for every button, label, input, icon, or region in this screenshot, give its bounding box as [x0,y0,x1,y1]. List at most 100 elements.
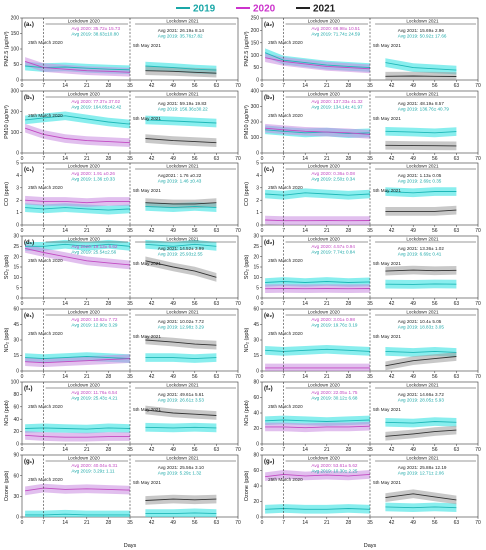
x-tick-label: 28 [106,520,112,526]
x-tick-label: 42 [389,156,395,162]
annotation-date-2020: 25th March 2020 [28,404,63,409]
y-tick-label: 3 [16,185,19,191]
series-line-2019b [385,350,457,353]
y-tick-label: 25 [13,244,19,250]
series-line-2021 [145,260,217,278]
series-line-2019b [385,191,457,194]
x-tick-label: 56 [432,301,438,307]
x-tick-label: 21 [324,228,330,234]
x-tick-label: 14 [302,374,308,380]
annotation-date-2020: 25th March 2020 [28,258,63,263]
annotation-avg-2019-second: Avg 2019: 136.76± 40.79 [398,107,450,112]
annotation-avg-2020: Avg 2020: 3.01± 0.98 [311,317,355,322]
annotation-date-2020: 25th March 2020 [268,404,303,409]
annotation-avg-2020: Avg 2020: 10.62± 7.72 [71,317,118,322]
y-axis-label: NO₂ (ppb) [4,327,10,352]
series-line-2021 [145,409,217,416]
series-line-2020 [265,219,371,222]
x-tick-label: 63 [214,83,220,89]
band-2019b [385,58,457,75]
lockdown-2021-label: Lockdown 2021 [166,310,199,315]
annotation-avg-2021: Avg 2021: 10.4± 5.05 [398,319,442,324]
annotation-avg-2020: Avg 2020: 22.05± 1.75 [311,390,358,395]
annotation-date-2021: 5th May 2021 [133,407,161,412]
y-tick-label: 0 [256,223,259,229]
x-tick-label: 63 [214,374,220,380]
series-line-2019 [25,243,131,247]
annotation-date-2021: 5th May 2021 [373,116,401,121]
x-tick-label: 14 [302,228,308,234]
x-tick-label: 7 [282,228,285,234]
panel-g2: Lockdown 2020 Lockdown 2021 Avg 2020: 53.6… [244,453,481,526]
y-tick-label: 80 [253,453,259,459]
x-tick-label: 35 [367,228,373,234]
annotation-avg-2021: Avg 2021: 13.36± 1.02 [398,246,445,251]
annotation-date-2021: 5th May 2021 [133,480,161,485]
y-axis-label: PM2.5 (μg/m³) [4,31,10,66]
y-tick-label: 3 [256,185,259,191]
band-2019 [25,509,131,517]
y-tick-label: 0 [256,78,259,84]
x-tick-label: 70 [475,301,481,307]
x-tick-label: 21 [324,156,330,162]
x-tick-label: 14 [62,301,68,307]
x-tick-label: 28 [106,447,112,453]
annotation-date-2020: 25th March 2020 [28,331,63,336]
series-line-2020 [265,57,371,70]
band-2020 [25,57,131,77]
y-tick-label: 4 [256,173,259,179]
x-tick-label: 42 [389,228,395,234]
y-tick-label: 150 [251,40,260,46]
annotation-avg-2019: Avg 2019: 30.12± 6.68 [311,396,358,401]
lockdown-2020-label: Lockdown 2020 [308,19,341,24]
band-2019 [265,188,370,200]
x-tick-label: 21 [324,520,330,526]
x-tick-label: 0 [21,374,24,380]
y-tick-label: 15 [253,353,259,359]
series-line-2019b [385,283,457,285]
x-tick-label: 28 [346,374,352,380]
series-line-2021 [385,209,457,212]
band-2021 [385,205,457,216]
annotation-avg-2019: Avg 2019: 19.76± 3.19 [311,323,358,328]
annotation-avg-2020: Avg 2020: 11.76± 6.54 [71,390,117,395]
y-tick-label: 300 [11,89,20,95]
band-2021 [385,489,457,505]
lockdown-2020-label: Lockdown 2020 [308,383,341,388]
annotation-date-2021: 5th May 2021 [373,480,401,485]
band-2020 [265,53,370,74]
lockdown-2020-label: Lockdown 2020 [308,237,341,242]
lockdown-2020-label: Lockdown 2020 [68,310,101,315]
annotation-avg-2019: Avg 2019: 38.63±10.80 [71,32,119,37]
y-tick-label: 40 [13,417,19,423]
x-tick-label: 63 [214,520,220,526]
annotation-date-2020: 25th March 2020 [28,40,63,45]
x-tick-label: 70 [475,156,481,162]
annotation-avg-2019: Avg 2019: 3.29± 1.11 [71,469,115,474]
annotation-date-2020: 25th March 2020 [268,40,303,45]
band-2019b [145,508,217,517]
x-tick-label: 28 [346,228,352,234]
x-tick-label: 7 [282,301,285,307]
y-tick-label: 20 [13,254,19,260]
lockdown-2020-label: Lockdown 2020 [308,92,341,97]
lockdown-2020-label: Lockdown 2020 [68,19,101,24]
x-tick-label: 0 [21,83,24,89]
x-tick-label: 7 [282,520,285,526]
panel-label: (a₁) [24,22,34,28]
annotation-date-2020: 25th March 2020 [268,477,303,482]
x-tick-label: 0 [21,520,24,526]
x-axis-label-left: Days [124,543,137,549]
band-2021 [145,405,217,420]
x-tick-label: 56 [432,374,438,380]
y-tick-label: 45 [253,322,259,328]
y-tick-label: 0 [256,296,259,302]
y-tick-label: 40 [253,411,259,417]
y-tick-label: 2 [16,198,19,204]
panel-label: (b₁) [24,95,34,101]
y-tick-label: 50 [253,65,259,71]
series-line-2019b [145,65,217,71]
x-tick-label: 7 [42,520,45,526]
